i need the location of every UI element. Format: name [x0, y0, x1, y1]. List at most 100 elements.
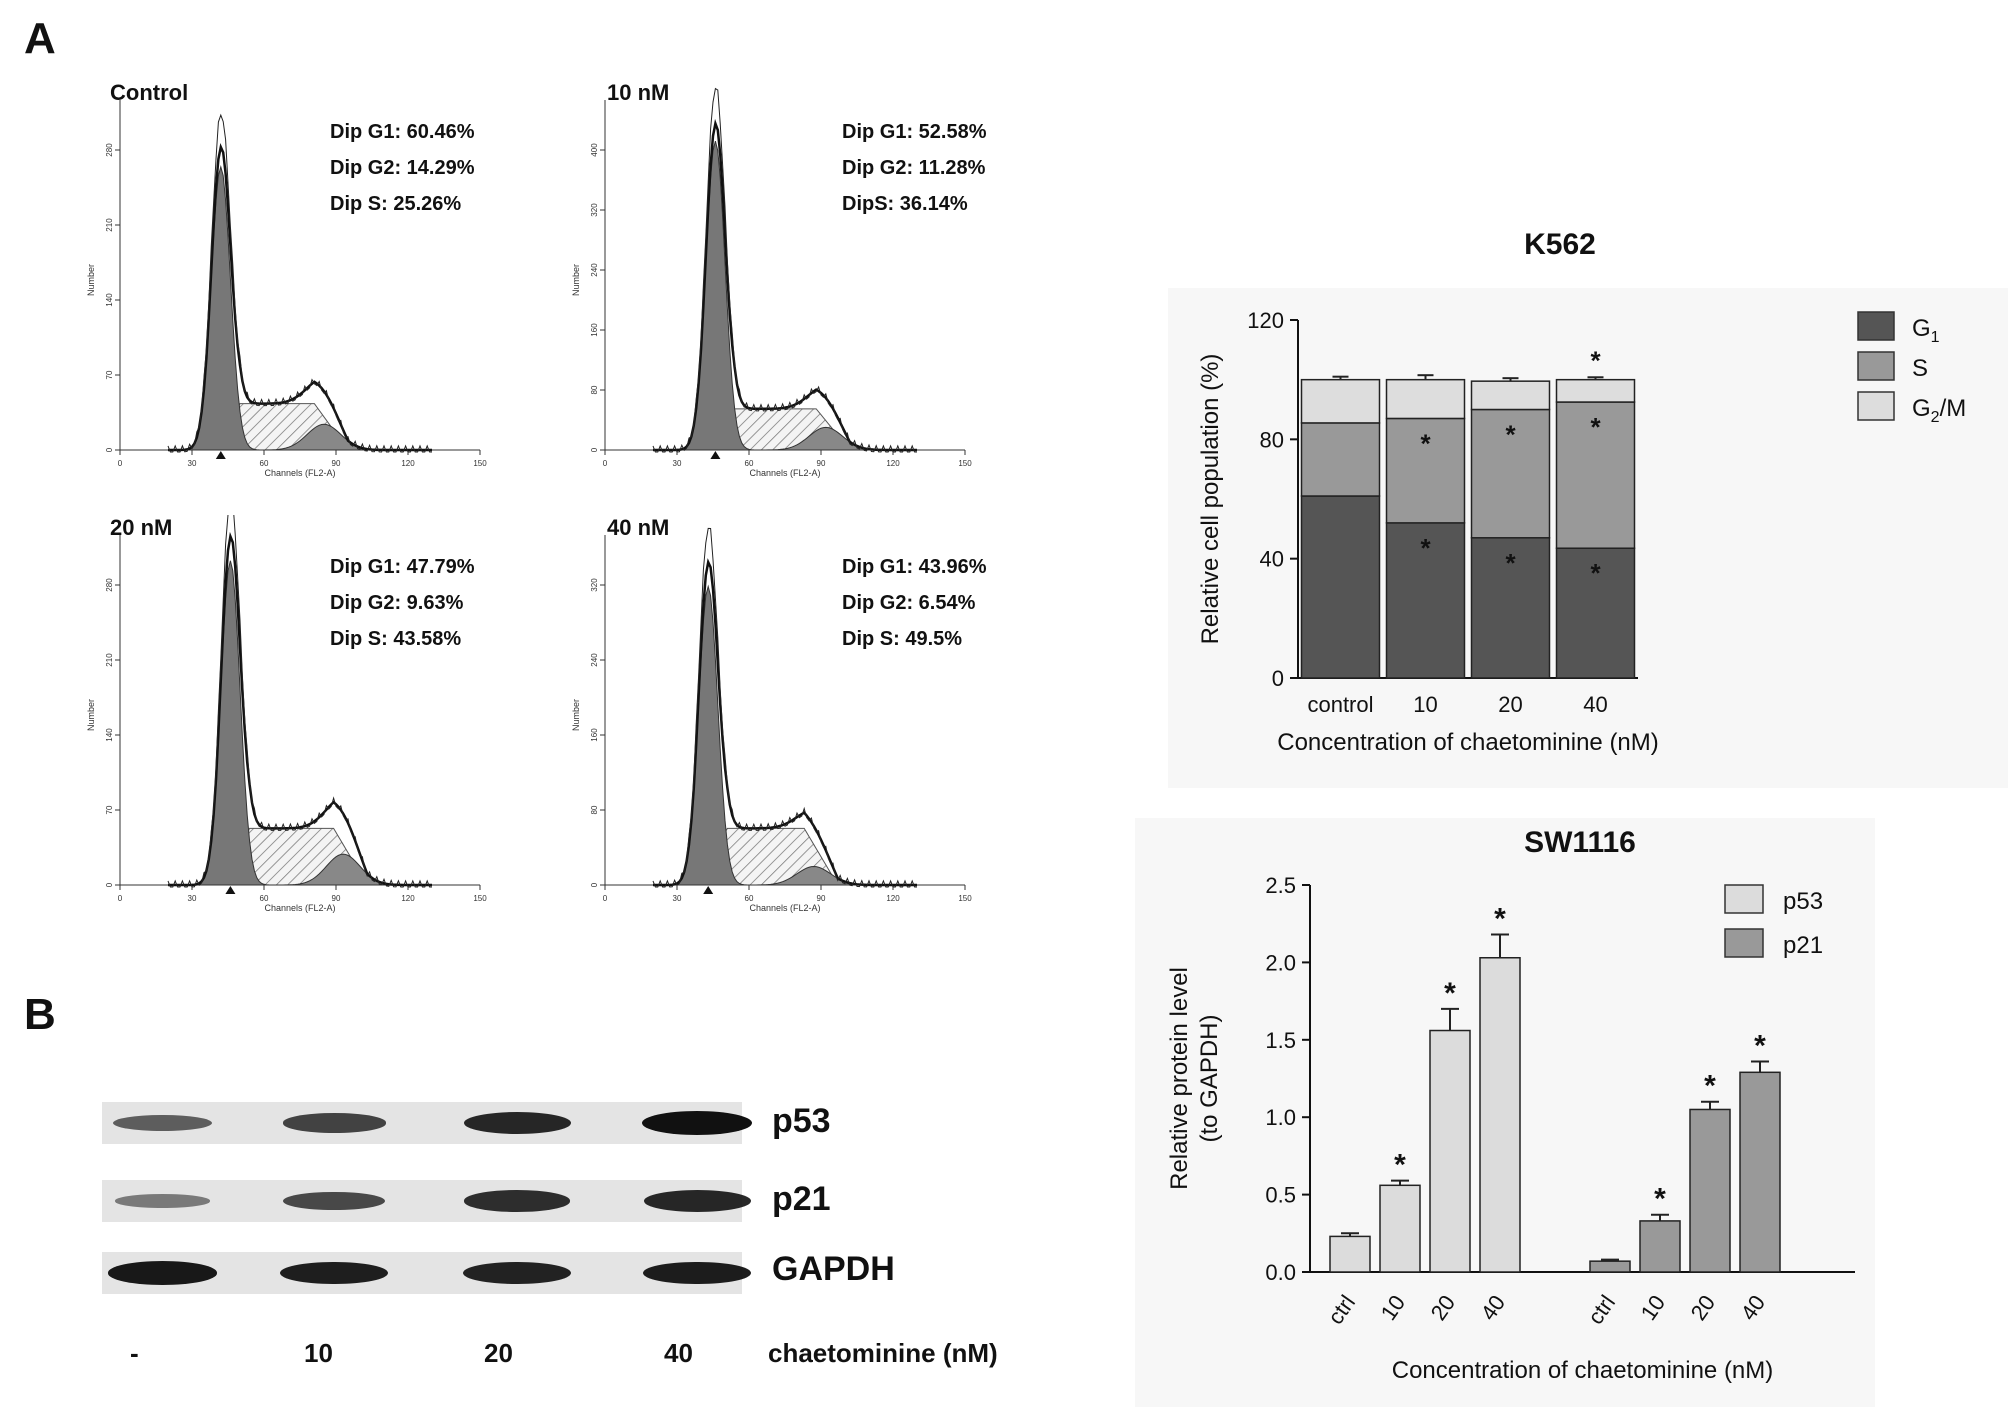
panel-label-a: A	[24, 14, 56, 63]
y-tick-label: 240	[590, 653, 599, 667]
lane-label: 40	[664, 1338, 693, 1368]
legend-swatch	[1724, 928, 1764, 958]
y-tick-label: 2.0	[1265, 950, 1296, 975]
flow-histogram: 0 30 60 90 120 150 Channels (FL2-A) 0 80 160 240 32…	[571, 527, 972, 913]
y-tick-label: 0	[105, 447, 114, 452]
legend-swatch	[1724, 884, 1764, 914]
significance-star: *	[1590, 345, 1601, 375]
y-axis-title: Relative protein level	[1166, 967, 1193, 1190]
stacked-bar-segment	[1300, 422, 1381, 497]
flow-histogram: 0 30 60 90 120 150 Channels (FL2-A) 0 70 140 210 28…	[86, 515, 487, 913]
bar	[1329, 1235, 1371, 1273]
significance-star: *	[1420, 428, 1431, 458]
model-fit-line	[653, 558, 917, 887]
x-tick-label: 10	[1376, 1291, 1411, 1325]
y-tick-label: 0	[590, 447, 599, 452]
blot-strip-p21	[102, 1180, 751, 1222]
x-tick-label: 90	[332, 459, 341, 468]
y-tick-label: 70	[105, 370, 114, 379]
blot-strip-gapdh	[102, 1252, 752, 1294]
x-tick-label: 150	[958, 459, 972, 468]
x-tick-label: 150	[958, 894, 972, 903]
legend-swatch	[1857, 311, 1895, 341]
x-tick-label: 30	[673, 459, 682, 468]
x-tick-label: 60	[260, 459, 269, 468]
significance-star: *	[1654, 1183, 1666, 1216]
marker-triangle	[215, 451, 226, 459]
y-tick-label: 0	[590, 882, 599, 887]
stat-s: Dip S: 49.5%	[842, 628, 963, 650]
x-tick-label: 120	[886, 459, 900, 468]
legend-label: G1	[1912, 315, 1940, 346]
x-tick-label: 0	[603, 459, 608, 468]
significance-star: *	[1394, 1149, 1406, 1182]
blot-band	[642, 1261, 752, 1285]
raw-histogram-line	[652, 87, 917, 453]
x-tick-label: 30	[188, 459, 197, 468]
bar	[1479, 957, 1521, 1273]
model-fit-line	[168, 142, 432, 452]
stat-g2: Dip G2: 9.63%	[330, 592, 464, 614]
y-tick-label: 320	[590, 578, 599, 592]
stacked-bar-segment	[1555, 378, 1636, 403]
y-tick-label: 70	[105, 805, 114, 814]
x-tick-label: 10	[1636, 1291, 1671, 1325]
legend-swatch	[1857, 391, 1895, 421]
blot-strip-p53	[102, 1102, 752, 1144]
stat-g1: Dip G1: 47.79%	[330, 556, 475, 578]
legend-label: S	[1912, 355, 1928, 382]
stat-g2: Dip G2: 14.29%	[330, 157, 475, 179]
model-fit-line	[653, 118, 917, 452]
flow-panel-title: 10 nM	[607, 80, 670, 105]
x-axis-title: Channels (FL2-A)	[749, 468, 820, 478]
y-tick-label: 120	[1247, 308, 1284, 333]
stacked-bar-segment	[1555, 401, 1636, 549]
significance-star: *	[1590, 558, 1601, 588]
flow-panel-stats: Dip G1: 47.79% Dip G2: 9.63% Dip S: 43.5…	[330, 549, 475, 657]
x-tick-label: 120	[401, 459, 415, 468]
x-tick-label: 60	[260, 894, 269, 903]
flow-panel-title: Control	[110, 80, 189, 105]
y-axis-title: Relative cell population (%)	[1197, 354, 1224, 645]
flow-histogram: 0 30 60 90 120 150 Channels (FL2-A) 0 80 160 240 32…	[571, 87, 972, 478]
lane-label: -	[130, 1338, 139, 1368]
x-tick-label: 40	[1583, 692, 1607, 717]
stat-g1: Dip G1: 52.58%	[842, 121, 987, 143]
legend-label: G2/M	[1912, 395, 1966, 426]
x-axis-title: Channels (FL2-A)	[749, 903, 820, 913]
raw-histogram-line	[167, 515, 432, 888]
x-tick-label: 0	[118, 459, 123, 468]
blot-label-p53: p53	[772, 1102, 831, 1140]
significance-star: *	[1590, 412, 1601, 442]
x-tick-label: 20	[1426, 1291, 1461, 1325]
y-tick-label: 160	[590, 323, 599, 337]
stacked-bar-segment	[1385, 378, 1466, 420]
bar	[1639, 1220, 1681, 1273]
stat-s: DipS: 36.14%	[842, 193, 968, 215]
x-axis-title: Concentration of chaetominine (nM)	[1277, 729, 1659, 756]
flow-panel-20nm: 0 30 60 90 120 150 Channels (FL2-A) 0 70 140 210 28…	[80, 515, 560, 935]
lane-label: 20	[484, 1338, 513, 1368]
x-tick-label: 0	[603, 894, 608, 903]
x-tick-label: 90	[332, 894, 341, 903]
flow-panel-10nm: 0 30 60 90 120 150 Channels (FL2-A) 0 80 160 240 32…	[565, 80, 1045, 500]
flow-panel-title: 20 nM	[110, 515, 173, 540]
blot-band	[107, 1261, 217, 1285]
x-tick-label: 0	[118, 894, 123, 903]
y-tick-label: 400	[590, 143, 599, 157]
stacked-bar-segment	[1385, 417, 1466, 524]
significance-star: *	[1505, 548, 1516, 578]
significance-star: *	[1754, 1029, 1766, 1062]
y-axis-title: Number	[86, 264, 96, 296]
x-tick-label: 10	[1413, 692, 1437, 717]
blot-band	[642, 1111, 752, 1135]
x-tick-label: 150	[473, 459, 487, 468]
marker-triangle	[710, 451, 721, 459]
raw-histogram-line	[167, 113, 432, 453]
flow-panel-stats: Dip G1: 52.58% Dip G2: 11.28% DipS: 36.1…	[842, 114, 987, 222]
x-tick-label: 20	[1686, 1291, 1721, 1325]
stat-g1: Dip G1: 60.46%	[330, 121, 475, 143]
blot-band	[114, 1194, 210, 1208]
y-tick-label: 1.0	[1265, 1105, 1296, 1130]
y-tick-label: 210	[105, 653, 114, 667]
